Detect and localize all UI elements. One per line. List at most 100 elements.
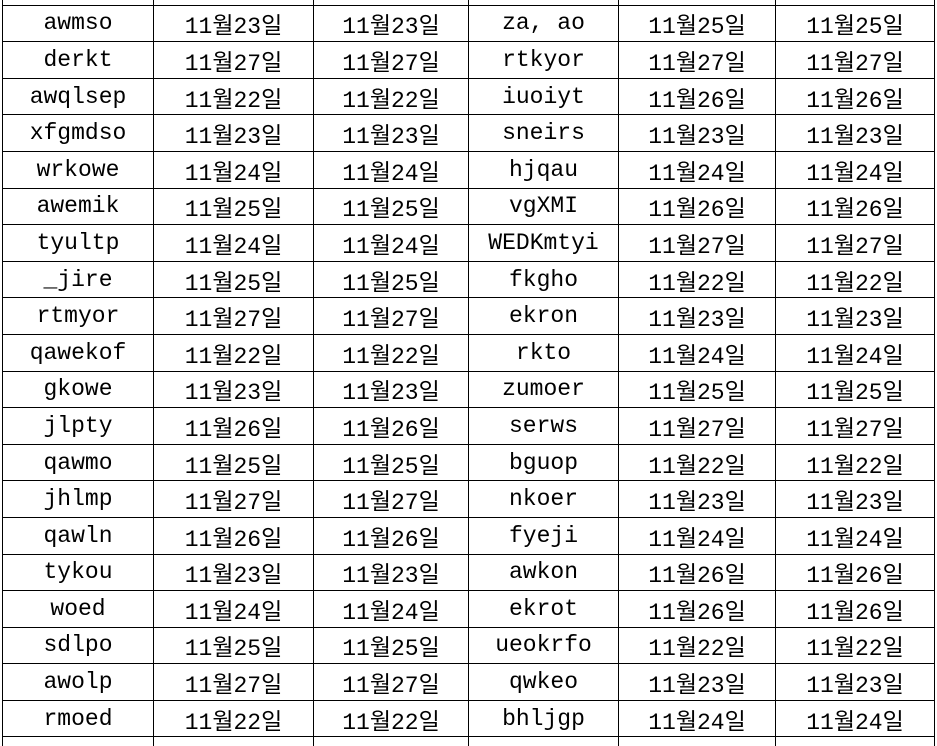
- cell: 11월27일: [153, 41, 314, 79]
- cell: hjqau: [468, 150, 619, 189]
- cell: 11월23일: [313, 114, 469, 152]
- cell: gkowe: [2, 370, 154, 409]
- cell: 11월27일: [313, 663, 469, 701]
- cell: 11월27일: [313, 297, 469, 335]
- cell: 11월24일: [775, 699, 935, 738]
- cell: 11월25일: [618, 370, 776, 409]
- cell: 11월25일: [313, 443, 469, 482]
- cell: 11월25일: [313, 187, 469, 226]
- cell: 11월22일: [618, 260, 776, 299]
- cell: 11월25일: [313, 626, 469, 665]
- table-row: awmso 11월23일 11월23일 za, ao 11월25일 11월25일: [2, 4, 935, 43]
- cell: 11월24일: [775, 516, 935, 555]
- cell: qawln: [2, 516, 154, 555]
- cell: fkgho: [468, 260, 619, 299]
- cell: 11월26일: [153, 516, 314, 555]
- cell: tykou: [2, 553, 154, 592]
- table-row: jhlmp 11월27일 11월27일 nkoer 11월23일 11월23일: [2, 480, 935, 518]
- cell: 11월23일: [153, 114, 314, 152]
- cell: serws: [468, 407, 619, 445]
- cell: 11월24일: [313, 150, 469, 189]
- cell: 11월23일: [618, 663, 776, 701]
- cell: 11월22일: [775, 443, 935, 482]
- cell: 11월24일: [313, 224, 469, 262]
- cell: 11월23일: [153, 370, 314, 409]
- cell: awemik: [2, 187, 154, 226]
- cell: 11월22일: [618, 443, 776, 482]
- table-row: rmoed 11월22일 11월22일 bhljgp 11월24일 11월24일: [2, 699, 935, 738]
- cell: 11월22일: [313, 699, 469, 738]
- table-row: wrkowe 11월24일 11월24일 hjqau 11월24일 11월24일: [2, 150, 935, 189]
- cell: 11월24일: [313, 590, 469, 628]
- cell: 11월23일: [153, 553, 314, 592]
- table-row: awolp 11월27일 11월27일 qwkeo 11월23일 11월23일: [2, 663, 935, 701]
- cell: 11월27일: [153, 297, 314, 335]
- cell: 11월26일: [618, 590, 776, 628]
- cell: bhljgp: [468, 699, 619, 738]
- cell: 11월24일: [775, 150, 935, 189]
- cell: za, ao: [468, 4, 619, 43]
- cell: 11월26일: [618, 553, 776, 592]
- cell: 11월26일: [313, 516, 469, 555]
- cell: 11월23일: [618, 114, 776, 152]
- cell: [153, 736, 314, 746]
- cell: 11월25일: [775, 370, 935, 409]
- cell: 11월22일: [775, 626, 935, 665]
- cell: 11월22일: [313, 77, 469, 116]
- cell: rtmyor: [2, 297, 154, 335]
- cell: qawmo: [2, 443, 154, 482]
- cell: 11월22일: [153, 333, 314, 372]
- cell: 11월24일: [153, 150, 314, 189]
- cell: ueokrfo: [468, 626, 619, 665]
- cell: 11월23일: [313, 553, 469, 592]
- cell: [468, 736, 619, 746]
- table-row: qawekof 11월22일 11월22일 rkto 11월24일 11월24일: [2, 333, 935, 372]
- cell: 11월26일: [775, 590, 935, 628]
- cell: iuoiyt: [468, 77, 619, 116]
- cell: 11월22일: [153, 77, 314, 116]
- cell: 11월23일: [313, 370, 469, 409]
- cell: awqlsep: [2, 77, 154, 116]
- cell: qawekof: [2, 333, 154, 372]
- cell: 11월27일: [313, 480, 469, 518]
- cell: jhlmp: [2, 480, 154, 518]
- cell: 11월23일: [775, 480, 935, 518]
- table-row: tyultp 11월24일 11월24일 WEDKmtyi 11월27일 11월27일: [2, 224, 935, 262]
- cell: 11월26일: [775, 553, 935, 592]
- cell: 11월24일: [618, 699, 776, 738]
- table-row-partial: [2, 736, 935, 746]
- cell: 11월26일: [313, 407, 469, 445]
- cell: 11월24일: [618, 516, 776, 555]
- table-row: qawmo 11월25일 11월25일 bguop 11월22일 11월22일: [2, 443, 935, 482]
- cell: 11월24일: [618, 150, 776, 189]
- cell: tyultp: [2, 224, 154, 262]
- table-row: awemik 11월25일 11월25일 vgXMI 11월26일 11월26일: [2, 187, 935, 226]
- cell: [313, 736, 469, 746]
- table-row: sdlpo 11월25일 11월25일 ueokrfo 11월22일 11월22일: [2, 626, 935, 665]
- cell: sneirs: [468, 114, 619, 152]
- cell: rmoed: [2, 699, 154, 738]
- cell: rtkyor: [468, 41, 619, 79]
- cell: 11월27일: [153, 663, 314, 701]
- table-row: gkowe 11월23일 11월23일 zumoer 11월25일 11월25일: [2, 370, 935, 409]
- cell: xfgmdso: [2, 114, 154, 152]
- cell: 11월27일: [153, 480, 314, 518]
- cell: 11월27일: [775, 407, 935, 445]
- cell: sdlpo: [2, 626, 154, 665]
- cell: 11월25일: [153, 626, 314, 665]
- cell: 11월22일: [313, 333, 469, 372]
- cell: [775, 736, 935, 746]
- cell: ekron: [468, 297, 619, 335]
- cell: 11월23일: [313, 4, 469, 43]
- table-row: rtmyor 11월27일 11월27일 ekron 11월23일 11월23일: [2, 297, 935, 335]
- cell: 11월24일: [153, 224, 314, 262]
- cell: nkoer: [468, 480, 619, 518]
- cell: 11월23일: [775, 114, 935, 152]
- cell: 11월26일: [618, 77, 776, 116]
- cell: [2, 736, 154, 746]
- cell: wrkowe: [2, 150, 154, 189]
- table-row: woed 11월24일 11월24일 ekrot 11월26일 11월26일: [2, 590, 935, 628]
- cell: jlpty: [2, 407, 154, 445]
- cell: 11월24일: [775, 333, 935, 372]
- cell: 11월27일: [618, 407, 776, 445]
